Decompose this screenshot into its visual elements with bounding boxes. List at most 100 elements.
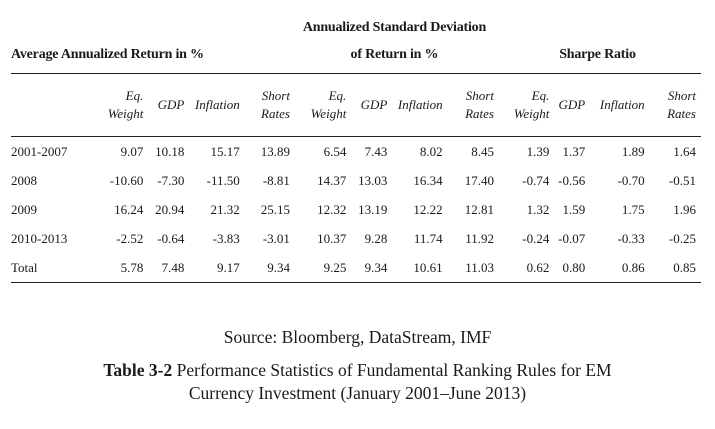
- table-cell: -8.81: [262, 172, 290, 188]
- table-cell: 0.86: [621, 259, 645, 275]
- header-divider: [11, 73, 701, 74]
- table-cell: 7.43: [364, 143, 388, 159]
- table-cell: 12.32: [317, 201, 347, 217]
- column-header-line: Eq.: [531, 88, 550, 103]
- column-header-line: GDP: [157, 97, 185, 112]
- table-cell: 13.03: [358, 172, 388, 188]
- source-note: Source: Bloomberg, DataStream, IMF: [223, 327, 492, 347]
- group-header-return: Average Annualized Return in %: [11, 46, 204, 62]
- table-cell: 9.17: [216, 259, 240, 275]
- column-header-line: Eq.: [328, 88, 347, 103]
- column-header: GDP: [148, 74, 189, 137]
- column-header-line: Short: [261, 88, 290, 103]
- group-header-sharpe: Sharpe Ratio: [559, 46, 636, 62]
- table-row: 2010-2013 -2.52 -0.64 -3.83 -3.01 10.37 9.28 11…: [11, 224, 701, 253]
- table-row: 2009 16.24 20.94 21.32 25.15 12.32 13.19 12.22 1…: [11, 195, 701, 224]
- subheader-row: Eq. Weight GDP Inflation Short Rates Eq. Weight…: [11, 74, 701, 137]
- column-header-line: Weight: [107, 106, 144, 121]
- table-cell: 0.62: [526, 259, 550, 275]
- table-caption-label: Table 3-2: [103, 360, 173, 380]
- table-row: Total 5.78 7.48 9.17 9.34 9.25 9.34 10.61 11.03 0…: [11, 253, 701, 283]
- table-cell: -11.50: [206, 172, 240, 188]
- group-header-stdev-line1: Annualized Standard Deviation: [302, 20, 487, 35]
- table-cell: 9.28: [364, 230, 388, 246]
- period-label: 2010-2013: [11, 230, 68, 246]
- table-cell: 17.40: [464, 172, 494, 188]
- table-cell: -0.07: [558, 230, 586, 246]
- column-header: Short Rates: [245, 74, 295, 137]
- table-cell: 13.89: [260, 143, 290, 159]
- column-header: Inflation: [189, 74, 244, 137]
- table-cell: 1.64: [673, 143, 696, 159]
- table-cell: 12.22: [413, 201, 443, 217]
- column-header: Short Rates: [448, 74, 499, 137]
- table-cell: -0.25: [668, 230, 696, 246]
- table-bottom-rule: [11, 282, 701, 283]
- column-header-line: Weight: [310, 106, 347, 121]
- table-cell: -10.60: [109, 172, 144, 188]
- table-cell: -3.01: [262, 230, 290, 246]
- table-cell: -0.74: [522, 172, 550, 188]
- table-cell: 1.37: [562, 143, 586, 159]
- table-cell: -0.64: [157, 230, 185, 246]
- table-cell: 1.39: [526, 143, 550, 159]
- performance-stats-table: Annualized Standard Deviation Average An…: [11, 12, 701, 283]
- table-cell: 21.32: [210, 201, 240, 217]
- column-header: Eq. Weight: [89, 74, 148, 137]
- table-cell: -0.56: [558, 172, 586, 188]
- column-header-line: Rates: [667, 106, 696, 121]
- table-cell: -0.33: [617, 230, 645, 246]
- column-header: GDP: [351, 74, 392, 137]
- table-header: Annualized Standard Deviation Average An…: [11, 12, 701, 137]
- table-cell: 1.89: [621, 143, 645, 159]
- column-header: Eq. Weight: [295, 74, 351, 137]
- table-cell: 8.02: [419, 143, 443, 159]
- table-cell: 0.80: [562, 259, 586, 275]
- table-cell: 11.74: [413, 230, 443, 246]
- table-cell: 9.25: [323, 259, 347, 275]
- table-cell: 8.45: [471, 143, 494, 159]
- period-column-header: [11, 74, 89, 137]
- column-header: GDP: [554, 74, 590, 137]
- column-header-line: Eq.: [125, 88, 144, 103]
- table-cell: -2.52: [116, 230, 144, 246]
- table-cell: 1.59: [562, 201, 586, 217]
- table-caption-title-part-1: Performance Statistics of Fundamental Ra…: [176, 360, 612, 380]
- column-header-line: GDP: [558, 97, 586, 112]
- table-caption-line-2: Currency Investment (January 2001–June 2…: [188, 383, 527, 403]
- table-cell: 14.37: [317, 172, 347, 188]
- column-header: Short Rates: [650, 74, 701, 137]
- column-header-line: Short: [465, 88, 494, 103]
- table-cell: 1.32: [526, 201, 550, 217]
- table-cell: 20.94: [155, 201, 185, 217]
- table-cell: 13.19: [358, 201, 388, 217]
- table-cell: 25.15: [260, 201, 290, 217]
- table-cell: 1.96: [673, 201, 696, 217]
- table-cell: 9.34: [364, 259, 388, 275]
- table-cell: 16.34: [413, 172, 443, 188]
- table-cell: 9.07: [120, 143, 144, 159]
- table-cell: 9.34: [267, 259, 290, 275]
- column-header: Inflation: [392, 74, 447, 137]
- table-cell: 5.78: [120, 259, 144, 275]
- table-cell: 11.03: [465, 259, 494, 275]
- period-label: Total: [11, 259, 38, 275]
- table-cell: 10.18: [155, 143, 185, 159]
- table-cell: -3.83: [212, 230, 240, 246]
- column-header-line: Weight: [513, 106, 550, 121]
- column-header-line: GDP: [360, 97, 388, 112]
- table-cell: 1.75: [621, 201, 645, 217]
- table-body: 2001-2007 9.07 10.18 15.17 13.89 6.54 7.43 8.02…: [11, 137, 701, 283]
- table-cell: -0.70: [617, 172, 645, 188]
- table-cell: 15.17: [210, 143, 240, 159]
- table-cell: 7.48: [161, 259, 185, 275]
- table-cell: 11.92: [465, 230, 494, 246]
- group-header-stdev-line2: of Return in %: [350, 46, 439, 62]
- table-row: 2001-2007 9.07 10.18 15.17 13.89 6.54 7.43 8.02…: [11, 137, 701, 166]
- group-header-row-1: Annualized Standard Deviation: [11, 12, 701, 36]
- column-header: Inflation: [590, 74, 649, 137]
- table-caption-line-1: Table 3-2 Performance Statistics of Fund…: [0, 359, 715, 381]
- table-cell: -0.24: [522, 230, 550, 246]
- column-header-line: Inflation: [599, 97, 645, 112]
- table-cell: 16.24: [114, 201, 144, 217]
